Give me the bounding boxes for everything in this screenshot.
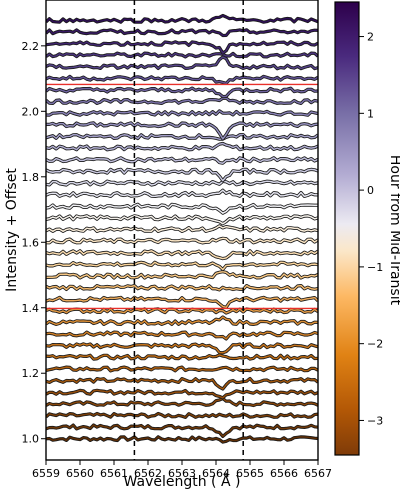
spectrum-line (46, 343, 318, 354)
spectrum-line (46, 215, 318, 225)
spectrum-line (46, 203, 318, 214)
spectrum-line (46, 133, 318, 140)
spectrum-line (46, 52, 318, 58)
x-tick-label: 6564 (202, 467, 230, 480)
spectrum-line (46, 308, 318, 314)
spectrum-line (46, 436, 318, 443)
spectrum-line (46, 261, 318, 271)
spectrum-line (46, 122, 318, 140)
spectrum-line (46, 250, 318, 260)
colorbar-ticks: 2 1 0 −1 −2 −3 (359, 31, 383, 427)
spectrum-line (46, 87, 318, 98)
spectrum-line (46, 389, 318, 399)
y-tick-label: 2.2 (22, 40, 40, 53)
x-tick-label: 6567 (304, 467, 332, 480)
x-tick-label: 6566 (270, 467, 298, 480)
spectrum-line (46, 237, 318, 244)
y-tick-label: 1.8 (22, 171, 40, 184)
x-axis-title: Wavelength ( Å ) (124, 473, 241, 490)
spectrum-line (46, 354, 318, 360)
reference-lines (46, 83, 318, 310)
spectrum-line (46, 377, 318, 390)
spectrum-line (46, 97, 318, 105)
spectrum-line (46, 424, 318, 438)
colorbar-tick-label: −1 (367, 261, 383, 274)
spectrum-line (46, 366, 318, 372)
spectrum-line (46, 270, 318, 279)
spectrum-line (46, 56, 318, 70)
y-tick-label: 1.4 (22, 302, 40, 315)
spectrum-line (46, 14, 318, 23)
y-axis-title: Intensity + Offset (4, 168, 20, 292)
spectrum-line (46, 180, 318, 186)
colorbar-title: Hour from Mid-Transit (387, 155, 400, 306)
spectrum-line (46, 397, 318, 407)
spectrum-line (46, 142, 318, 151)
colorbar-tick-label: −3 (367, 414, 383, 427)
colorbar-tick-label: 1 (367, 107, 374, 120)
x-tick-label: 6563 (168, 467, 196, 480)
spectrum-line (46, 316, 318, 326)
spectrum-line (46, 189, 318, 198)
y-tick-label: 1.2 (22, 367, 40, 380)
colorbar-tick-label: −2 (367, 338, 383, 351)
spectra-series (46, 13, 318, 444)
colorbar-tick-label: 2 (367, 31, 374, 44)
spectrum-line (46, 412, 318, 419)
vertical-markers (133, 0, 244, 460)
spectrum-line (46, 284, 318, 291)
x-tick-label: 6562 (134, 467, 162, 480)
spectrum-line (46, 225, 318, 233)
y-tick-label: 2.0 (22, 105, 40, 118)
spectrum-line (46, 331, 318, 340)
spectrum-line (46, 110, 318, 116)
spectrum-line (46, 296, 318, 309)
colorbar (334, 1, 360, 456)
colorbar-tick-label: 0 (367, 184, 374, 197)
spectrum-line (46, 75, 318, 85)
spectrum-line (46, 157, 318, 164)
spectrum-line (46, 168, 318, 182)
y-tick-label: 1.0 (22, 433, 40, 446)
x-tick-label: 6561 (100, 467, 128, 480)
x-tick-label: 6565 (236, 467, 264, 480)
x-axis-ticks: 6559 6560 6561 6562 6563 6564 6565 6566 6567 (32, 460, 332, 480)
y-tick-label: 1.6 (22, 236, 40, 249)
x-tick-label: 6559 (32, 467, 60, 480)
spectrum-line (46, 29, 318, 37)
y-axis-ticks: 1.0 1.2 1.4 1.6 1.8 2.0 2.2 (22, 40, 46, 446)
spectrum-line (46, 40, 318, 54)
x-tick-label: 6560 (66, 467, 94, 480)
